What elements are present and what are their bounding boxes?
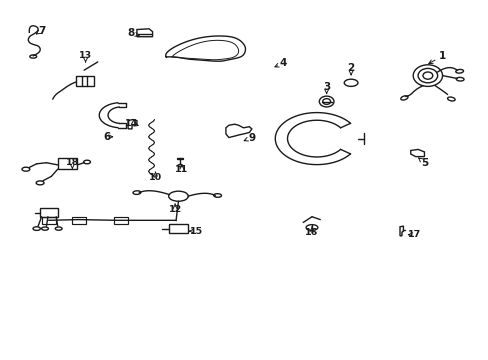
Text: 7: 7 [38,26,45,36]
Bar [40,208,58,217]
Text: 5: 5 [420,158,427,168]
Text: 1: 1 [438,51,445,61]
Text: 12: 12 [168,205,182,214]
Text: 3: 3 [323,82,329,92]
Text: 18: 18 [65,158,79,167]
Bar [76,76,94,86]
Text: 10: 10 [149,173,162,182]
Text: 15: 15 [190,227,203,236]
Text: 16: 16 [305,228,318,237]
Text: 17: 17 [407,230,421,239]
Text: 2: 2 [347,63,354,73]
Text: 11: 11 [175,166,188,175]
Bar [114,217,128,224]
Text: 13: 13 [79,51,92,60]
Text: 8: 8 [127,28,134,38]
Text: 4: 4 [279,58,287,68]
Text: 14: 14 [124,119,138,128]
Bar [58,158,77,169]
Bar [168,224,188,233]
Bar [72,217,86,224]
Text: 6: 6 [103,132,110,142]
Bar [42,217,56,224]
Text: 9: 9 [248,132,255,143]
